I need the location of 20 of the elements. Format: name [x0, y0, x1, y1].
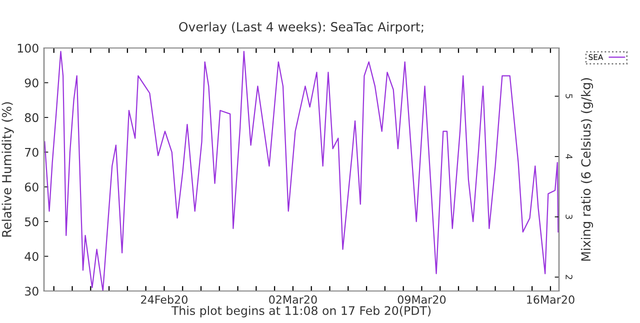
x-tick-label: 09Mar20	[398, 295, 446, 304]
y2-tick-label: 3	[566, 214, 572, 219]
y-tick-label: 100	[18, 44, 38, 53]
y-tick-label: 70	[25, 148, 38, 157]
y-tick-label: 40	[24, 252, 38, 261]
y-tick-label: 50	[25, 217, 38, 226]
y2-tick-label: 5	[566, 94, 572, 98]
chart-title: Overlay (Last 4 weeks): SeaTac Airport;	[179, 22, 424, 34]
y-tick-label: 90	[24, 78, 38, 88]
y-axis-title: Relative Humidity (%)	[2, 102, 14, 237]
x-tick-label: 24Feb20	[141, 295, 188, 304]
x-tick-label: 02Mar20	[269, 295, 317, 304]
y2-axis-title: Mixing ratio (6 Celsius) (g/kg)	[580, 78, 594, 261]
y-tick-label: 80	[24, 113, 38, 122]
x-tick-label: 16Mar20	[527, 295, 574, 304]
y2-tick-label: 4	[566, 154, 572, 159]
x-axis-title: This plot begins at 11:08 on 17 Feb 20(PDT)	[171, 306, 431, 318]
y2-tick-label: 2	[566, 274, 572, 280]
y-tick-label: 60	[24, 182, 38, 192]
y-tick-label: 30	[25, 286, 38, 296]
